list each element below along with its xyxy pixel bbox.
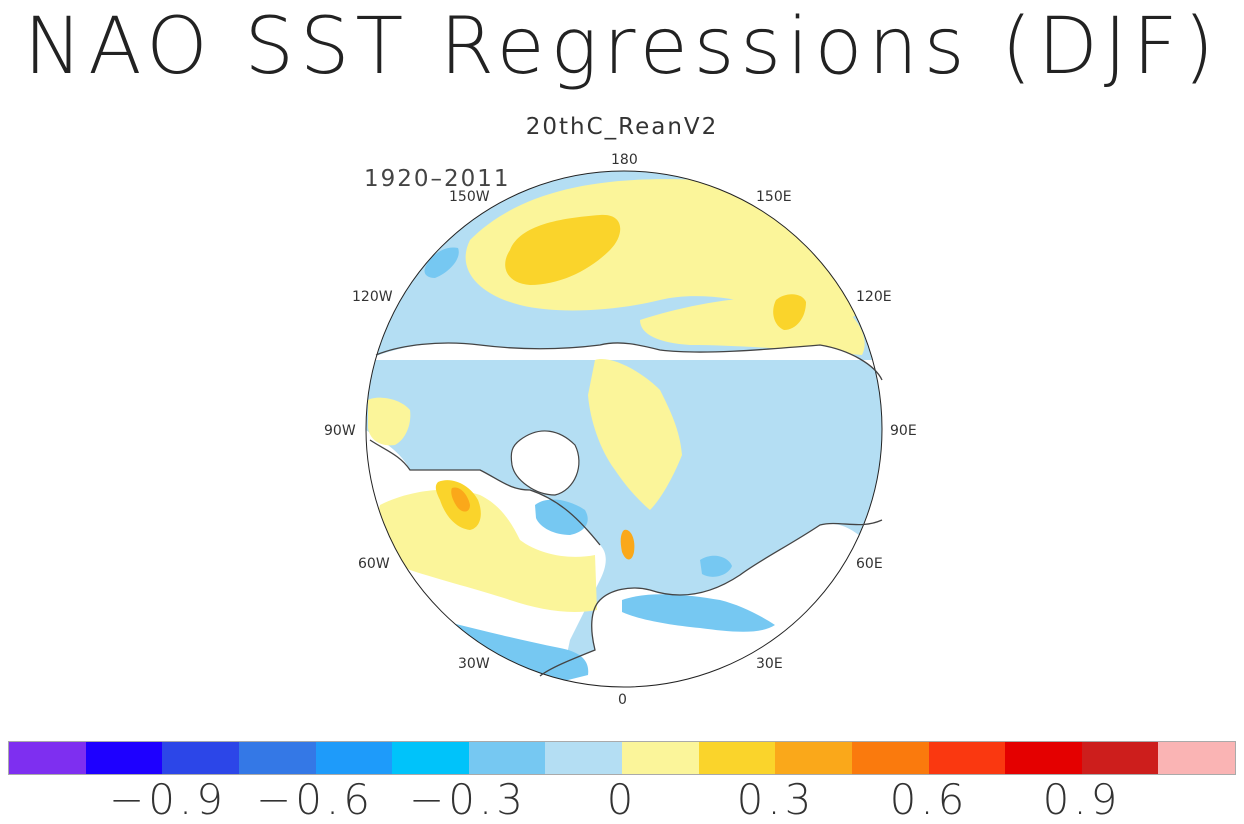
lon-label-120w: 120W bbox=[352, 289, 393, 305]
colorbar-swatch-10 bbox=[698, 742, 776, 774]
atlantic-positive bbox=[376, 489, 597, 612]
colorbar-swatch-2 bbox=[85, 742, 163, 774]
lon-label-60w: 60W bbox=[358, 556, 390, 572]
colorbar-label-5: 0.3 bbox=[736, 775, 816, 824]
mediterranean-mixed bbox=[622, 594, 775, 632]
subtropical-negative bbox=[440, 620, 589, 687]
lon-label-60e: 60E bbox=[856, 556, 883, 572]
colorbar-label-2: −0.6 bbox=[256, 775, 374, 824]
colorbar-label-7: 0.9 bbox=[1042, 775, 1122, 824]
colorbar-swatch-1 bbox=[9, 742, 86, 774]
dataset-subtitle: 20thC_ReanV2 bbox=[525, 114, 719, 140]
colorbar-swatch-13 bbox=[928, 742, 1006, 774]
period-label: 1920–2011 bbox=[364, 166, 511, 192]
lon-label-150w: 150W bbox=[449, 189, 490, 205]
okhotsk-positive bbox=[773, 294, 806, 330]
colorbar-label-1: −0.9 bbox=[109, 775, 227, 824]
lon-label-0: 0 bbox=[618, 692, 627, 708]
labrador-negative bbox=[535, 499, 588, 535]
lon-label-150e: 150E bbox=[756, 189, 792, 205]
figure-title: NAO SST Regressions (DJF) bbox=[23, 2, 1221, 92]
sst-field bbox=[366, 171, 882, 687]
colorbar-swatch-7 bbox=[468, 742, 546, 774]
greenland bbox=[511, 430, 579, 495]
colorbar-swatch-4 bbox=[238, 742, 316, 774]
hudson-positive bbox=[368, 397, 411, 446]
greenland-coast bbox=[510, 430, 580, 496]
colorbar-label-4: 0 bbox=[606, 775, 638, 824]
lon-label-90w: 90W bbox=[324, 423, 356, 439]
colorbar-swatch-11 bbox=[775, 742, 852, 774]
colorbar-label-3: −0.3 bbox=[409, 775, 527, 824]
polar-map bbox=[365, 170, 883, 688]
baltic-positive-max bbox=[620, 529, 635, 560]
colorbar-swatch-15 bbox=[1081, 742, 1159, 774]
colorbar-label-6: 0.6 bbox=[889, 775, 969, 824]
colorbar-swatch-5 bbox=[315, 742, 393, 774]
colorbar-swatch-8 bbox=[545, 742, 622, 774]
pacific-negative-spot bbox=[424, 247, 459, 278]
lon-label-30e: 30E bbox=[756, 656, 783, 672]
lon-label-90e: 90E bbox=[890, 423, 917, 439]
colorbar-swatch-3 bbox=[162, 742, 239, 774]
pacific-east-positive bbox=[640, 296, 865, 355]
lon-label-120e: 120E bbox=[856, 289, 892, 305]
colorbar-swatch-12 bbox=[851, 742, 929, 774]
lon-label-30w: 30W bbox=[458, 656, 490, 672]
colorbar bbox=[8, 741, 1236, 775]
colorbar-swatch-14 bbox=[1005, 742, 1082, 774]
lon-label-180: 180 bbox=[611, 152, 638, 168]
colorbar-swatch-9 bbox=[622, 742, 699, 774]
black-sea-negative bbox=[700, 555, 732, 577]
landmass bbox=[366, 342, 882, 687]
atlantic-positive-max bbox=[451, 487, 470, 512]
globe-outline bbox=[365, 170, 883, 688]
colorbar-swatch-16 bbox=[1158, 742, 1235, 774]
nordic-positive bbox=[588, 359, 682, 510]
colorbar-swatch-6 bbox=[392, 742, 469, 774]
pacific-positive-core bbox=[505, 214, 621, 285]
coastline bbox=[369, 342, 883, 677]
